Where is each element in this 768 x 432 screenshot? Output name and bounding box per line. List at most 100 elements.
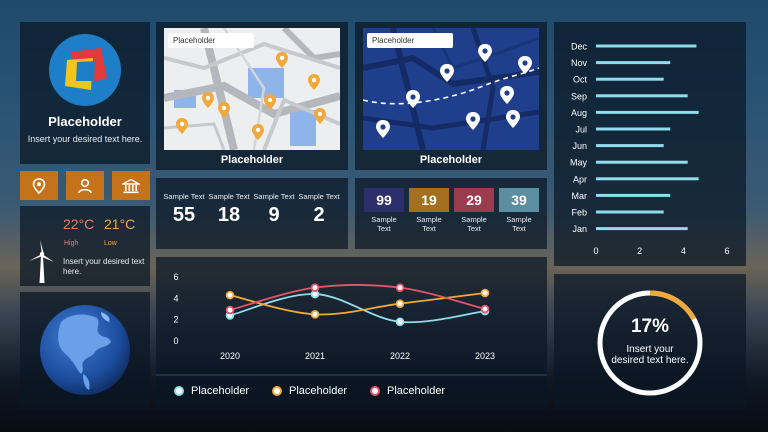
low-label: Low xyxy=(104,240,117,247)
legend-dot-icon xyxy=(272,386,282,396)
map-dark[interactable] xyxy=(363,28,539,150)
stat-item: Sample Text 9 xyxy=(252,192,296,227)
legend-item: Placeholder xyxy=(272,385,347,397)
legend-item: Placeholder xyxy=(370,385,445,397)
map-panel-light: Placeholder Placeholder xyxy=(156,22,348,170)
x-tick-label: 2021 xyxy=(305,351,325,361)
map-light[interactable] xyxy=(164,28,340,150)
stat-label: Sample Text xyxy=(253,192,295,201)
y-tick-label: Sep xyxy=(571,91,587,101)
x-tick-label: 2 xyxy=(637,246,642,256)
location-button[interactable] xyxy=(20,171,58,200)
bar xyxy=(596,210,664,214)
bar xyxy=(596,160,688,164)
stat-label: Sample Text xyxy=(461,215,487,233)
stat-label: Sample Text xyxy=(163,192,205,201)
bar xyxy=(596,177,699,181)
legend-dot-icon xyxy=(370,386,380,396)
y-tick-label: Apr xyxy=(573,174,587,184)
stat-value: 55 xyxy=(172,204,196,226)
series-line xyxy=(229,292,486,316)
stat-label: Sample Text xyxy=(298,192,340,201)
stat-item: Sample Text 2 xyxy=(297,192,341,227)
map-pins xyxy=(376,44,532,138)
y-tick-label: Aug xyxy=(571,108,587,118)
data-point xyxy=(310,283,320,292)
data-point xyxy=(395,299,405,308)
stat-item: Sample Text 18 xyxy=(207,192,251,227)
location-pin-icon xyxy=(32,177,46,194)
stat-label: Sample Text xyxy=(371,215,397,233)
profile-panel: Placeholder Insert your desired text her… xyxy=(20,22,150,164)
stat-value-box: 39 xyxy=(499,188,539,212)
stats-primary-panel: Sample Text 55 Sample Text 18 Sample Tex… xyxy=(156,178,348,249)
data-point xyxy=(395,317,405,327)
data-point xyxy=(480,288,490,298)
stat-item: Sample Text 55 xyxy=(162,192,206,227)
percent-panel: 17% Insert your desired text here. xyxy=(554,274,746,410)
stat-item: 99 Sample Text xyxy=(364,188,404,233)
progress-ring xyxy=(597,290,703,396)
bar xyxy=(596,127,671,131)
bar xyxy=(596,227,688,231)
weather-panel: 22°C 21°C High Low Insert your desired t… xyxy=(20,206,150,286)
x-tick-label: 6 xyxy=(724,246,729,256)
profile-text: Insert your desired text here. xyxy=(27,134,143,144)
y-tick-label: Mar xyxy=(572,191,588,201)
weather-text: Insert your desired text here. xyxy=(63,257,145,276)
logo-icon xyxy=(49,34,121,106)
bar-chart-panel: Dec Nov Oct Sep Aug Jul Jun May Apr Mar Feb Jan 0 2 4 6 xyxy=(554,22,746,266)
y-tick-label: Jan xyxy=(572,224,587,234)
percent-value: 17% xyxy=(630,316,670,337)
legend-item: Placeholder xyxy=(174,385,249,397)
progress-ring-fill xyxy=(597,290,703,396)
x-tick-label: 2023 xyxy=(475,351,495,361)
stat-label: Sample Text xyxy=(416,215,442,233)
bar xyxy=(596,144,664,148)
bank-icon xyxy=(122,178,140,193)
high-label: High xyxy=(64,240,79,247)
map-search-input[interactable]: Placeholder xyxy=(168,33,254,48)
stat-value-box: 29 xyxy=(454,188,494,212)
stat-value-box: 19 xyxy=(409,188,449,212)
bar xyxy=(596,94,688,98)
stat-item: 39 Sample Text xyxy=(499,188,539,233)
map-search-input[interactable]: Placeholder xyxy=(367,33,453,48)
series-line xyxy=(229,293,486,324)
line-chart-panel: 0 2 4 6 2020 2021 2022 2023 Placeholder Placeho… xyxy=(156,257,547,410)
bank-button[interactable] xyxy=(112,171,150,200)
stat-label: Sample Text xyxy=(506,215,532,233)
y-tick-label: Jun xyxy=(572,141,587,151)
map-panel-dark: Placeholder Placeholder xyxy=(355,22,547,170)
y-tick-label: Feb xyxy=(571,208,587,218)
y-tick-label: Oct xyxy=(573,75,588,85)
y-tick-label: 2 xyxy=(173,315,178,325)
stat-value: 2 xyxy=(313,204,325,226)
x-tick-label: 2022 xyxy=(390,351,410,361)
user-button[interactable] xyxy=(66,171,104,200)
map-label: Placeholder xyxy=(220,154,284,166)
stat-item: 29 Sample Text xyxy=(454,188,494,233)
bar xyxy=(596,77,664,81)
stat-item: 19 Sample Text xyxy=(409,188,449,233)
map-label: Placeholder xyxy=(419,154,483,166)
data-point xyxy=(395,283,405,292)
data-point xyxy=(225,290,235,300)
y-tick-label: Dec xyxy=(571,42,588,52)
y-tick-label: Jul xyxy=(575,125,587,135)
legend-label: Placeholder xyxy=(289,385,348,397)
map-pins xyxy=(176,52,326,140)
legend-dot-icon xyxy=(174,386,184,396)
percent-text: Insert your desired text here. xyxy=(611,344,689,366)
low-temp: 21°C xyxy=(104,216,136,232)
data-point xyxy=(310,310,320,319)
y-tick-label: 6 xyxy=(173,272,178,282)
globe-panel xyxy=(20,292,150,410)
stat-value: 18 xyxy=(217,204,241,226)
x-tick-label: 2020 xyxy=(220,351,240,361)
bar xyxy=(596,44,697,48)
y-tick-label: 0 xyxy=(173,336,178,346)
bar xyxy=(596,193,671,197)
x-tick-label: 4 xyxy=(681,246,686,256)
bar-chart: Dec Nov Oct Sep Aug Jul Jun May Apr Mar Feb Jan 0 2 4 6 xyxy=(570,42,730,257)
